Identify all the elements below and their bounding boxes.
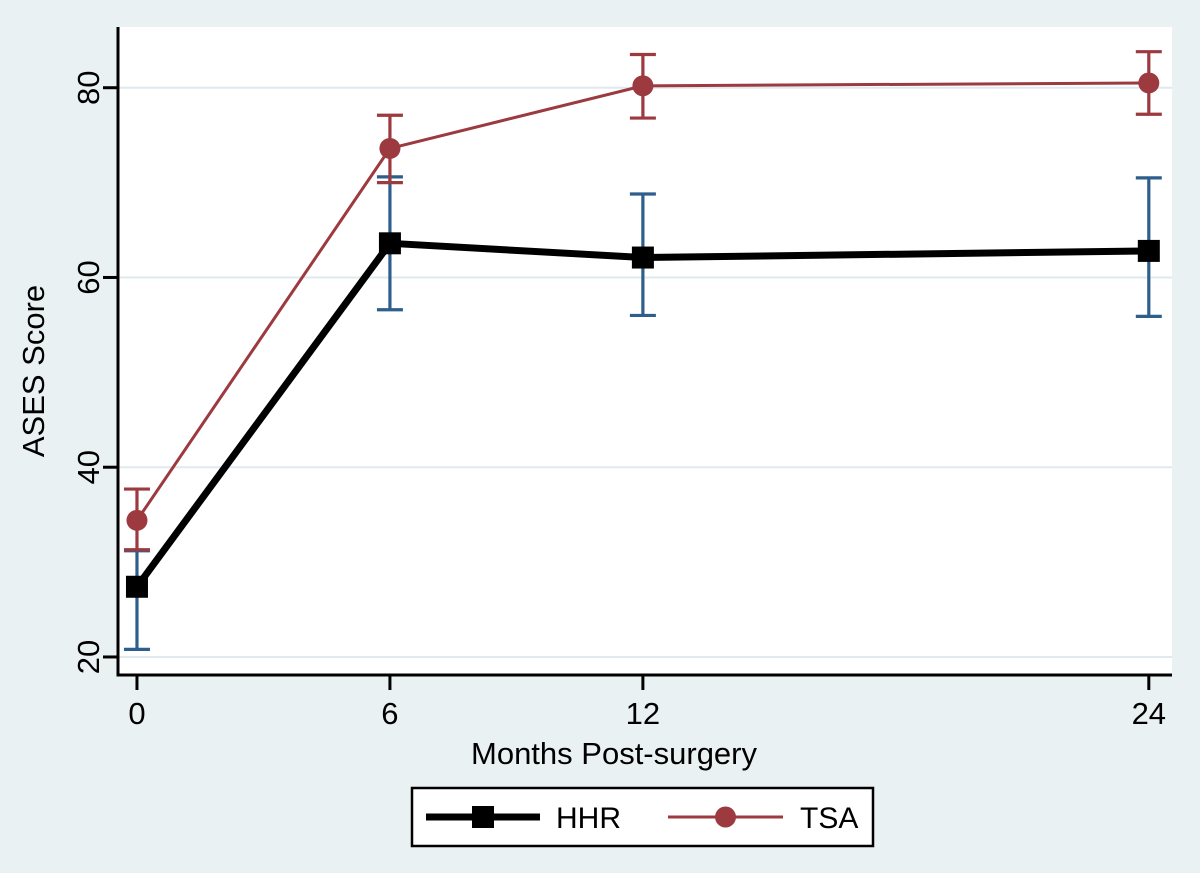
legend-tsa-circle-marker	[715, 806, 736, 828]
marker-square-hhr-12	[631, 246, 654, 269]
x-axis-ticks: 0 6 12 24	[128, 675, 1166, 731]
legend-hhr-square-marker	[472, 806, 494, 828]
marker-circle-tsa-6	[379, 137, 401, 159]
marker-circle-tsa-24	[1138, 72, 1160, 94]
x-tick-label-12: 12	[626, 696, 660, 731]
series-hhr	[123, 175, 1162, 651]
y-tick-label-40: 40	[71, 450, 106, 484]
marker-circle-tsa-12	[632, 75, 654, 97]
x-axis-title: Months Post-surgery	[471, 736, 757, 771]
legend-tsa-label: TSA	[800, 802, 858, 835]
marker-circle-tsa-0	[126, 509, 148, 531]
marker-square-hhr-24	[1137, 239, 1160, 262]
plot-area	[118, 27, 1172, 675]
x-tick-label-24: 24	[1132, 696, 1166, 731]
legend-hhr-label: HHR	[556, 802, 621, 835]
marker-square-hhr-0	[125, 575, 148, 598]
series-hhr-line	[134, 239, 1149, 589]
x-tick-label-0: 0	[128, 696, 145, 731]
x-tick-label-6: 6	[381, 696, 398, 731]
y-axis-ticks: 20 40 60 80	[71, 70, 118, 674]
y-tick-label-60: 60	[71, 260, 106, 294]
y-tick-label-20: 20	[71, 640, 106, 674]
data-series	[123, 50, 1162, 651]
legend: HHR TSA	[410, 786, 875, 848]
y-axis-title: ASES Score	[16, 285, 51, 457]
marker-square-hhr-6	[378, 232, 401, 255]
series-tsa-line	[135, 81, 1149, 522]
y-tick-label-80: 80	[71, 70, 106, 104]
series-tsa	[123, 50, 1162, 552]
